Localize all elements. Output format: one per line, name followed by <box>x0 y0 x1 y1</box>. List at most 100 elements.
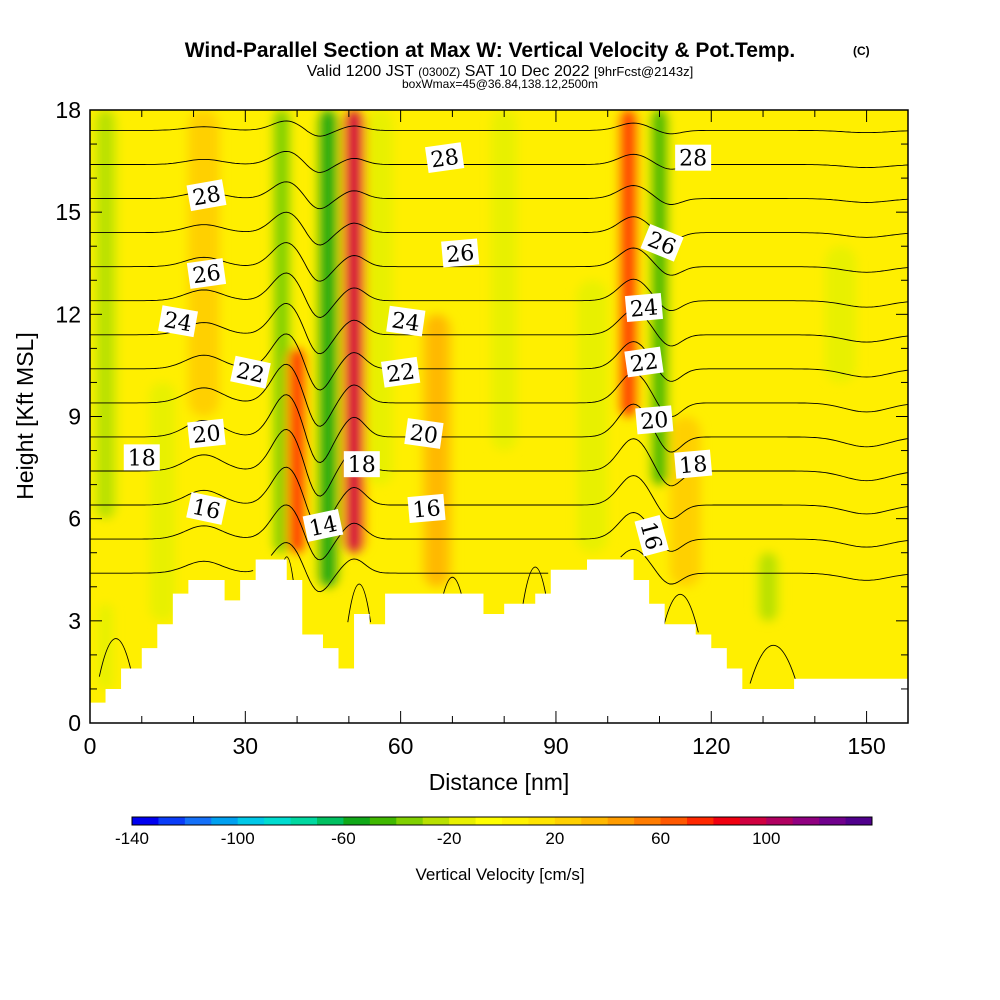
forecast-info: [9hrFcst@2143z] <box>594 64 693 79</box>
contour-label-6: 24 <box>158 305 198 337</box>
contour-label-text-6: 24 <box>162 308 194 337</box>
y-tick-label-6: 6 <box>68 506 81 532</box>
colorbar-swatch-16 <box>554 817 582 825</box>
potential-temperature-contours <box>90 22 908 684</box>
contour-label-21: 14 <box>302 509 344 542</box>
contour-label-text-8: 24 <box>629 295 659 322</box>
contour-label-13: 20 <box>404 418 444 449</box>
colorbar-swatch-17 <box>581 817 609 825</box>
contour-label-text-12: 20 <box>191 421 221 449</box>
y-tick-label-0: 0 <box>68 710 81 736</box>
x-tick-label-90: 90 <box>543 733 569 759</box>
colorbar-swatch-20 <box>660 817 688 825</box>
colorbar-tick-100: 100 <box>752 829 780 848</box>
colorbar-swatch-0 <box>132 817 159 825</box>
theta-contour-15 <box>90 429 908 497</box>
contour-label-18: 16 <box>186 491 227 525</box>
contour-label-14: 20 <box>635 405 674 435</box>
contour-label-text-18: 16 <box>190 495 223 525</box>
contour-label-text-2: 28 <box>679 147 707 172</box>
colorbar-swatch-11 <box>422 817 450 825</box>
colorbar-tick-60: 60 <box>651 829 670 848</box>
w-cell-9-1 <box>675 416 696 587</box>
colorbar-swatch-8 <box>343 817 371 825</box>
theta-contour-25 <box>90 120 908 137</box>
w-cell-14-4 <box>292 348 302 553</box>
theta-contour-13 <box>90 504 908 561</box>
contour-label-2: 28 <box>675 144 712 172</box>
colorbar-frame <box>131 816 873 826</box>
y-axis-label: Height [Kft MSL] <box>12 332 38 499</box>
contour-label-7: 24 <box>386 305 426 337</box>
colorbar-swatch-26 <box>819 817 847 825</box>
w-cell-10-1 <box>427 314 447 587</box>
colorbar-swatch-21 <box>687 817 714 825</box>
w-cell-0-0 <box>576 280 608 553</box>
contour-label-15: 18 <box>123 444 160 471</box>
theta-contour-17 <box>90 363 908 427</box>
low-contour-4 <box>522 566 549 606</box>
colorbar-tick-20: 20 <box>545 829 564 848</box>
low-contour-6 <box>749 644 798 684</box>
chart-title: Wind-Parallel Section at Max W: Vertical… <box>185 39 796 62</box>
x-tick-label-150: 150 <box>847 733 885 759</box>
x-tick-label-0: 0 <box>84 733 97 759</box>
contour-label-4: 26 <box>441 238 480 268</box>
contour-label-text-16: 18 <box>348 453 376 478</box>
y-tick-label-3: 3 <box>68 608 81 634</box>
w-cell-2-0 <box>491 110 518 451</box>
colorbar-tick--60: -60 <box>331 829 356 848</box>
contour-label-12: 20 <box>187 418 226 449</box>
contour-label-16: 18 <box>343 451 380 478</box>
contour-label-text-10: 22 <box>385 359 416 388</box>
contour-label-10: 22 <box>380 356 421 388</box>
y-tick-label-12: 12 <box>55 301 81 327</box>
contour-label-text-4: 26 <box>445 241 475 268</box>
contour-label-9: 22 <box>230 355 271 389</box>
y-tick-label-18: 18 <box>55 97 81 123</box>
terrain-mask <box>90 559 908 723</box>
low-contour-2 <box>347 583 372 623</box>
low-contour-5 <box>661 594 699 633</box>
theta-contour-26 <box>90 90 908 101</box>
w-cell-16-6 <box>349 110 359 553</box>
contour-label-text-9: 22 <box>234 359 267 389</box>
colorbar <box>131 816 873 826</box>
colorbar-swatch-22 <box>713 817 741 825</box>
colorbar-swatch-14 <box>502 817 529 825</box>
w-cell-13-3 <box>322 110 334 587</box>
contour-label-text-3: 26 <box>191 261 222 290</box>
contour-label-text-11: 22 <box>629 349 660 378</box>
contour-label-text-7: 24 <box>390 308 421 337</box>
theta-contour-21 <box>90 242 908 282</box>
colorbar-swatch-4 <box>237 817 265 825</box>
theta-contour-28 <box>90 22 908 33</box>
colorbar-swatch-5 <box>264 817 292 825</box>
x-tick-label-60: 60 <box>388 733 414 759</box>
colorbar-tick--140: -140 <box>115 829 149 848</box>
box-note: boxWmax=45@36.84,138.12,2500m <box>402 77 598 91</box>
colorbar-swatch-24 <box>766 817 794 825</box>
w-cell-11-2 <box>276 110 287 553</box>
colorbar-swatch-23 <box>739 817 767 825</box>
contour-label-17: 18 <box>674 449 713 479</box>
contour-label-text-14: 20 <box>639 408 669 435</box>
theta-contour-22 <box>90 211 908 246</box>
contour-label-text-1: 28 <box>429 145 460 174</box>
x-axis-label: Distance [nm] <box>429 769 570 795</box>
colorbar-swatch-13 <box>475 817 503 825</box>
colorbar-swatch-10 <box>396 817 424 825</box>
contour-label-1: 28 <box>425 142 465 174</box>
colorbar-swatch-18 <box>607 817 635 825</box>
valid-time: Valid 1200 JST <box>307 63 415 80</box>
contour-label-20: 16 <box>634 514 669 557</box>
colorbar-swatch-1 <box>158 817 186 825</box>
colorbar-swatch-6 <box>290 817 318 825</box>
y-axis: 0 3 6 9 12 15 18 <box>55 97 908 736</box>
colorbar-swatch-12 <box>449 817 477 825</box>
contour-label-11: 22 <box>624 346 664 378</box>
theta-contour-14 <box>90 466 908 529</box>
contour-label-text-0: 28 <box>191 182 223 211</box>
theta-contour-19 <box>90 302 908 355</box>
theta-contour-16 <box>90 394 908 463</box>
